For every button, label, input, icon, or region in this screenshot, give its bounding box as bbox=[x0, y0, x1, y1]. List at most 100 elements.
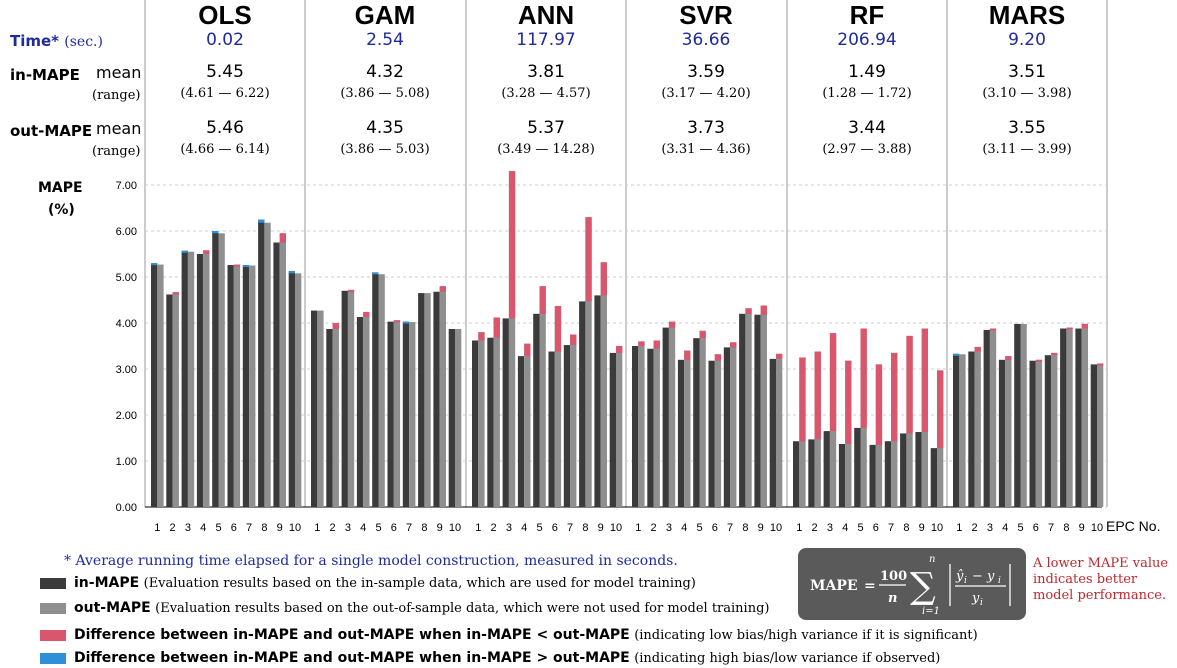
bar-in-mape bbox=[708, 360, 715, 507]
in-mean-svr: 3.59 bbox=[687, 62, 725, 82]
bar-out-mape bbox=[1097, 363, 1104, 507]
bar-out-mape bbox=[493, 317, 500, 507]
legend-label: out-MAPE bbox=[74, 600, 151, 616]
in-mape-row-label: in-MAPE bbox=[10, 66, 80, 84]
bar-in-mape bbox=[998, 359, 1006, 507]
x-tick-label: 1 bbox=[314, 522, 320, 534]
bar-in-mape bbox=[448, 328, 455, 507]
bar-in-mape bbox=[953, 353, 960, 507]
legend-label: Difference between in-MAPE and out-MAPE … bbox=[74, 650, 630, 666]
model-title-ann: ANN bbox=[517, 0, 575, 30]
bar-in-mape bbox=[242, 265, 250, 507]
bar-diff-positive bbox=[668, 321, 676, 328]
bar-in-mape bbox=[1014, 323, 1021, 507]
formula-minus-y: − y bbox=[972, 569, 995, 584]
bar-out-mape bbox=[508, 171, 516, 507]
time-rf: 206.94 bbox=[837, 30, 897, 50]
bar-out-mape bbox=[653, 340, 660, 507]
time-gam: 2.54 bbox=[366, 30, 404, 50]
bar-in-mape bbox=[693, 338, 700, 507]
mape-note: A lower MAPE value indicates better mode… bbox=[1033, 556, 1169, 603]
bar-in-mape bbox=[930, 448, 937, 507]
x-tick-label: 5 bbox=[375, 522, 381, 534]
bar-diff-positive bbox=[799, 357, 806, 442]
in-range-label: (range) bbox=[92, 88, 141, 103]
legend-desc: (Evaluation results based on the in-samp… bbox=[143, 576, 696, 591]
svg-text:=: = bbox=[864, 578, 876, 594]
bar-in-mape bbox=[212, 231, 219, 507]
out-mape-row-label: out-MAPE bbox=[10, 122, 93, 140]
out-mean-mars: 3.55 bbox=[1008, 118, 1046, 138]
bar-in-mape bbox=[793, 441, 800, 507]
bar-in-mape bbox=[258, 219, 265, 507]
bar-diff-positive bbox=[363, 311, 370, 318]
bar-diff-positive bbox=[1097, 363, 1104, 366]
x-tick-label: 4 bbox=[360, 522, 366, 534]
x-tick-label: 1 bbox=[475, 522, 481, 534]
legend-desc: (indicating high bias/low variance if ob… bbox=[634, 651, 941, 666]
in-mean-mars: 3.51 bbox=[1008, 62, 1046, 82]
x-tick-label: 7 bbox=[727, 522, 733, 534]
bar-diff-positive bbox=[332, 323, 339, 329]
y-axis-unit: (%) bbox=[48, 202, 75, 218]
x-tick-label: 8 bbox=[742, 522, 748, 534]
bar-in-mape bbox=[563, 345, 571, 507]
mape-formula: MAPE = 100 n n ∑ i=1 ŷ i − y i y i bbox=[810, 554, 1011, 617]
svg-text:i: i bbox=[998, 576, 1001, 586]
bar-out-mape bbox=[730, 342, 737, 507]
x-tick-label: 3 bbox=[666, 522, 672, 534]
bar-out-mape bbox=[1005, 356, 1012, 507]
out-range-label: (range) bbox=[92, 144, 141, 159]
bar-in-mape bbox=[1090, 364, 1097, 507]
bar-out-mape bbox=[989, 328, 997, 507]
bar-in-mape bbox=[869, 444, 876, 507]
bar-out-mape bbox=[699, 330, 706, 507]
x-tick-label: 10 bbox=[1091, 522, 1103, 534]
x-tick-label: 9 bbox=[758, 522, 764, 534]
bar-diff-positive bbox=[203, 250, 210, 254]
bar-in-mape bbox=[983, 329, 990, 507]
out-range-gam: (3.86 — 5.03) bbox=[340, 142, 430, 157]
legend-swatch bbox=[40, 652, 66, 664]
bar-out-mape bbox=[478, 332, 485, 507]
x-tick-label: 1 bbox=[796, 522, 802, 534]
bar-in-mape bbox=[754, 314, 761, 507]
bar-out-mape bbox=[585, 217, 592, 507]
bar-diff-positive bbox=[233, 264, 241, 267]
out-mean-svr: 3.73 bbox=[687, 118, 725, 138]
bar-in-mape bbox=[196, 254, 204, 507]
bar-in-mape bbox=[884, 441, 892, 507]
bar-diff-negative bbox=[372, 272, 379, 275]
bar-in-mape bbox=[769, 358, 776, 507]
bar-diff-positive bbox=[1051, 352, 1058, 356]
bar-out-mape bbox=[745, 308, 752, 507]
in-mean-gam: 4.32 bbox=[366, 62, 404, 82]
x-tick-label: 5 bbox=[536, 522, 542, 534]
in-range-gam: (3.86 — 5.08) bbox=[340, 86, 430, 101]
bar-diff-positive bbox=[891, 352, 898, 442]
model-title-svr: SVR bbox=[679, 0, 733, 30]
bar-diff-positive bbox=[638, 341, 645, 346]
bar-out-mape bbox=[554, 305, 562, 507]
x-tick-label: 10 bbox=[610, 522, 622, 534]
x-tick-label: 3 bbox=[345, 522, 351, 534]
bar-out-mape bbox=[233, 264, 241, 507]
formula-sum-top: n bbox=[929, 554, 935, 565]
bar-out-mape bbox=[249, 265, 256, 507]
mape-bar-chart: 0.00 1.00 2.00 3.00 4.00 5.00 6.00 7.00 MAPE (%) E… bbox=[38, 0, 1160, 534]
formula-yhat: ŷ bbox=[955, 569, 964, 584]
bar-in-mape bbox=[356, 317, 364, 507]
in-range-svr: (3.17 — 4.20) bbox=[661, 86, 751, 101]
time-svr: 36.66 bbox=[681, 30, 731, 50]
x-tick-label: 9 bbox=[437, 522, 443, 534]
bar-diff-positive bbox=[616, 346, 623, 353]
x-tick-label: 5 bbox=[215, 522, 221, 534]
out-mean-label: mean bbox=[96, 119, 142, 138]
legend-swatch bbox=[40, 629, 66, 641]
bar-diff-positive bbox=[684, 350, 691, 360]
legend-item-out: out-MAPE (Evaluation results based on th… bbox=[40, 600, 769, 616]
bar-diff-positive bbox=[554, 305, 562, 352]
bar-in-mape bbox=[632, 346, 639, 507]
bar-diff-positive bbox=[1066, 327, 1073, 330]
y-tick-label: 7.00 bbox=[116, 180, 137, 192]
